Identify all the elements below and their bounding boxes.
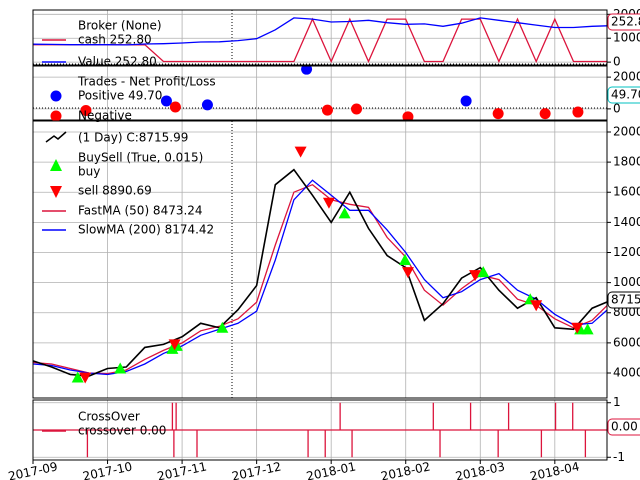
legend-marker [50, 159, 62, 171]
buy-marker [398, 254, 411, 266]
buy-marker [114, 362, 127, 374]
series-line [33, 168, 607, 377]
legend-entry: sell 8890.69 [78, 184, 152, 198]
y-tick-label: 1 [613, 395, 621, 409]
panel: 01000020000Broker (None)cash 252.80Value… [32, 7, 640, 69]
y-tick-label: 0 [613, 101, 621, 115]
y-tick-label: 20000 [613, 124, 640, 138]
legend-entry: Negative [78, 109, 132, 123]
buy-marker [216, 321, 229, 333]
y-tick-label: -1 [613, 450, 625, 464]
panel: 4000 6000 8000 10000 12000 14000 16000 18000 200… [32, 120, 640, 399]
legend-entry: Positive 49.70 [78, 89, 162, 103]
sell-marker [168, 339, 181, 351]
legend-dot [50, 90, 62, 102]
legend-entry: (1 Day) C:8715.99 [78, 131, 188, 145]
plot-area [33, 402, 607, 458]
series-line [33, 17, 607, 46]
y-tick-label: 10000 [613, 31, 640, 45]
buy-marker [338, 207, 351, 219]
legend-marker [50, 186, 62, 198]
sell-marker [530, 300, 543, 312]
y-tick-label: 0 [613, 55, 621, 69]
legend-title: Broker (None) [78, 19, 162, 33]
plot-area [80, 66, 584, 120]
value-tag-box [607, 418, 640, 436]
series-line [33, 179, 607, 376]
legend-entry: SlowMA (200) 8174.42 [78, 223, 214, 237]
sell-marker [469, 270, 482, 282]
sell-marker [322, 197, 335, 209]
legend-entry: FastMA (50) 8473.24 [78, 204, 203, 218]
plot-area [33, 146, 607, 384]
trade-dot [460, 95, 472, 107]
value-tag: 8715 [611, 293, 640, 307]
y-tick-label: 10000 [613, 275, 640, 289]
trade-dot [321, 104, 333, 116]
trade-dot [572, 106, 584, 118]
y-tick-label: 12000 [613, 245, 640, 259]
buy-marker [71, 371, 84, 383]
trade-dot [201, 99, 213, 111]
legend-entry: Value 252.80 [78, 55, 157, 69]
panel-frame [32, 399, 608, 461]
value-tag-box [607, 13, 640, 31]
panel-frame [32, 9, 608, 66]
sell-marker [401, 267, 414, 279]
legend-title: CrossOver [78, 410, 140, 424]
sell-marker [571, 322, 584, 334]
value-tag: 0.00 [611, 420, 638, 434]
y-tick-label: 16000 [613, 185, 640, 199]
trade-dot [539, 108, 551, 120]
legend-line [45, 131, 67, 143]
buy-marker [477, 266, 490, 278]
y-tick-label: 14000 [613, 215, 640, 229]
panel-frame [32, 120, 608, 399]
legend-entry: crossover 0.00 [78, 424, 166, 438]
legend-dot [50, 110, 62, 122]
y-tick-label: 4000 [613, 365, 640, 379]
legend-entry: cash 252.80 [78, 33, 152, 47]
trade-dot [169, 101, 181, 113]
value-tag: 252.8 [611, 15, 640, 29]
trade-dot [80, 104, 92, 116]
value-tag-box [607, 86, 640, 104]
legend-entry: buy [78, 165, 100, 179]
trade-dot [402, 111, 414, 120]
trade-dot [160, 95, 172, 107]
y-tick-label: 6000 [613, 335, 640, 349]
y-tick-label: 8000 [613, 305, 640, 319]
sell-marker [294, 146, 307, 158]
panel-frame [32, 65, 608, 121]
plot-area [33, 17, 607, 64]
legend-title: Trades - Net Profit/Loss [77, 75, 216, 89]
trade-dot [351, 103, 363, 115]
trade-dot [492, 108, 504, 120]
legend-title: BuySell (True, 0.015) [78, 151, 203, 165]
value-tag: 49.70 [611, 88, 640, 102]
sell-marker [79, 372, 92, 384]
y-tick-label: 2000 [613, 70, 640, 84]
y-tick-label: 18000 [613, 155, 640, 169]
trade-dot [301, 66, 313, 75]
value-tag-box [607, 291, 640, 309]
series-line [33, 183, 607, 375]
buy-marker [581, 323, 594, 335]
